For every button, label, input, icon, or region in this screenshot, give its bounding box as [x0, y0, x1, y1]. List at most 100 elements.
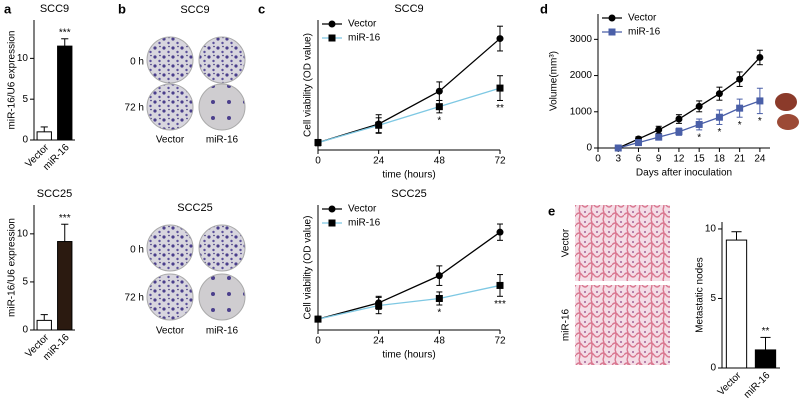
chart-title: SCC25 — [391, 188, 426, 200]
legend-label: miR-16 — [628, 27, 661, 38]
legend-label: Vector — [628, 13, 657, 24]
bar — [36, 319, 52, 331]
legend-label: miR-16 — [348, 218, 381, 229]
x-tick-label: 72 — [494, 156, 506, 167]
x-tick-label: 0 — [595, 154, 601, 165]
panel-label: b — [118, 1, 126, 16]
y-tick-label: 0 — [22, 325, 28, 336]
marker — [614, 144, 622, 152]
y-tick-label: 0 — [586, 143, 592, 154]
y-axis-label: miR-16/U6 expression — [7, 31, 18, 130]
plate — [198, 83, 246, 131]
x-tick-label: 3 — [615, 154, 621, 165]
y-tick-label: 5 — [22, 94, 28, 105]
y-axis-label: miR-16/U6 expression — [7, 218, 18, 317]
marker — [496, 35, 504, 43]
bar — [57, 241, 73, 331]
plate — [198, 273, 246, 321]
bar — [36, 131, 52, 141]
y-tick-label: 2000 — [570, 70, 593, 81]
marker — [634, 139, 642, 147]
marker — [435, 103, 443, 111]
x-tick-label: 18 — [714, 154, 726, 165]
tumor-image — [777, 114, 799, 130]
marker — [756, 53, 764, 61]
annotation: *** — [59, 27, 71, 38]
legend-marker — [328, 219, 336, 227]
photo-title: SCC9 — [180, 4, 209, 16]
y-tick-label: 0 — [22, 135, 28, 146]
x-tick-label: 72 — [494, 336, 506, 347]
x-tick-label: 24 — [373, 156, 385, 167]
y-tick-label: 1000 — [570, 106, 593, 117]
marker — [435, 272, 443, 280]
series-line — [317, 284, 501, 320]
chart-title: SCC9 — [394, 3, 423, 15]
legend-marker — [328, 34, 336, 42]
y-tick-label: 5 — [710, 293, 716, 304]
chart-title: SCC9 — [40, 3, 69, 15]
plate — [198, 36, 246, 84]
panel-label: c — [258, 1, 265, 16]
x-tick-label: 15 — [694, 154, 706, 165]
column-label: miR-16 — [206, 326, 239, 337]
marker — [496, 228, 504, 236]
plate — [146, 273, 194, 321]
x-tick-label: Vector — [716, 370, 744, 398]
marker — [736, 104, 744, 112]
legend-marker — [608, 28, 616, 36]
legend-marker — [328, 205, 336, 213]
y-tick-label: 10 — [17, 228, 29, 239]
tissue-image — [575, 205, 670, 281]
photo-title: SCC25 — [177, 202, 212, 214]
row-label: 72 h — [125, 103, 144, 114]
annotation: * — [717, 127, 721, 138]
y-tick-label: 5 — [22, 277, 28, 288]
annotation: * — [437, 308, 441, 319]
x-tick-label: 24 — [754, 154, 766, 165]
x-tick-label: 48 — [434, 336, 446, 347]
tissue-image — [575, 285, 670, 365]
legend-label: miR-16 — [348, 33, 381, 44]
column-label: Vector — [156, 135, 185, 146]
plate — [146, 83, 194, 131]
marker — [655, 126, 663, 134]
marker — [496, 281, 504, 289]
annotation: *** — [59, 213, 71, 224]
annotation: * — [758, 116, 762, 127]
row-label: 72 h — [125, 293, 144, 304]
plate — [146, 224, 194, 272]
x-axis-label: time (hours) — [382, 350, 435, 361]
tumor-image — [775, 93, 797, 111]
y-tick-label: 10 — [17, 53, 29, 64]
bar — [754, 349, 777, 369]
annotation: * — [437, 115, 441, 126]
x-tick-label: 21 — [734, 154, 746, 165]
legend-marker — [608, 14, 616, 22]
panel-label: a — [4, 1, 12, 16]
marker — [314, 315, 322, 323]
y-axis-label: Metastatic nodes — [695, 257, 706, 333]
x-tick-label: 0 — [315, 336, 321, 347]
marker — [375, 121, 383, 129]
annotation: * — [738, 120, 742, 131]
x-axis-label: time (hours) — [382, 170, 435, 181]
panel-label: e — [548, 203, 555, 218]
annotation: ** — [762, 326, 770, 337]
annotation: ** — [496, 103, 504, 114]
marker — [375, 302, 383, 310]
marker — [736, 75, 744, 83]
marker — [655, 133, 663, 141]
marker — [695, 120, 703, 128]
row-label: 0 h — [130, 57, 144, 68]
bar — [57, 45, 73, 141]
legend-marker — [328, 20, 336, 28]
series-line — [317, 87, 501, 144]
marker — [695, 102, 703, 110]
series-line — [317, 38, 501, 144]
plate — [198, 224, 246, 272]
marker — [715, 113, 723, 121]
marker — [314, 139, 322, 147]
marker — [675, 128, 683, 136]
series-line — [317, 231, 501, 320]
